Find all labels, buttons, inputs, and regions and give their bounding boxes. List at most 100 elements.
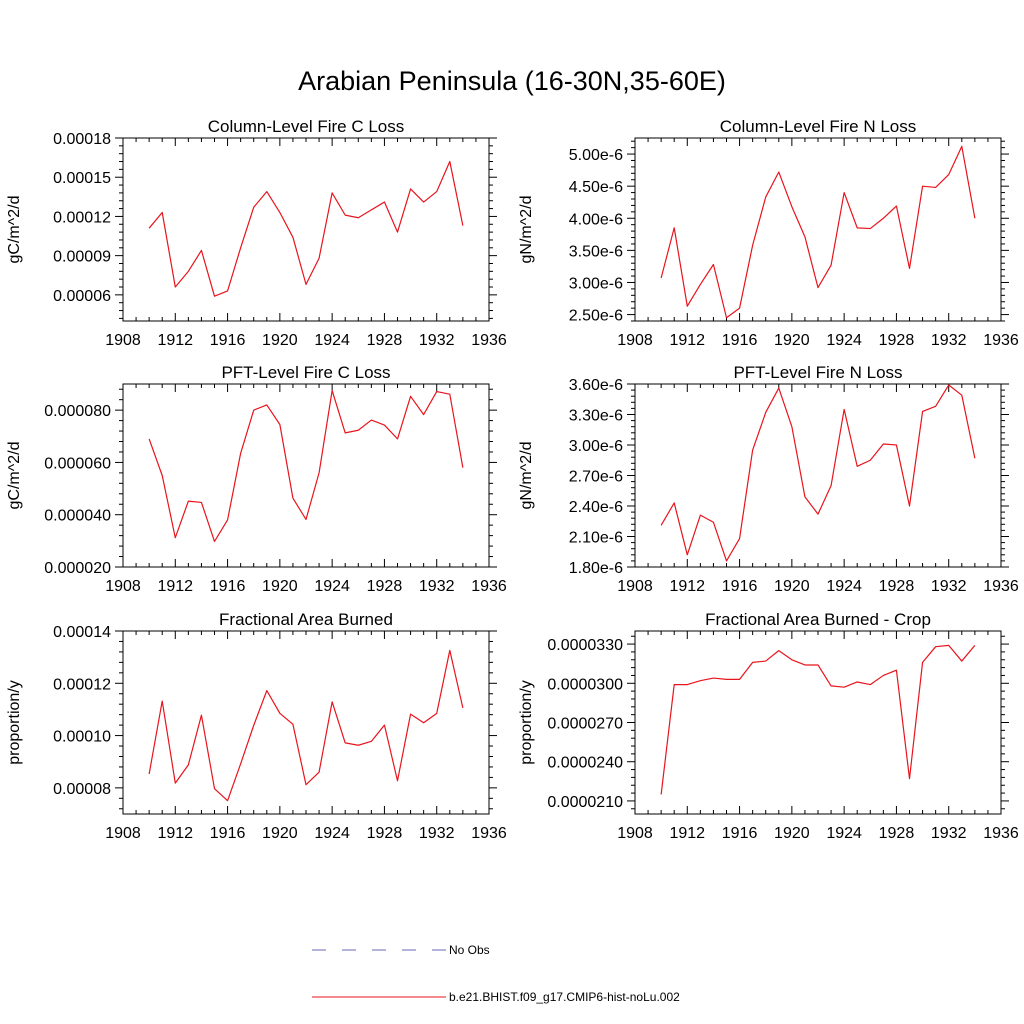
panel-2: Column-Level Fire N Loss gN/m^2/d 1908 1912… (518, 117, 1019, 349)
y-axis-label: gN/m^2/d (518, 196, 535, 264)
y-tick-label: 3.00e-6 (569, 275, 623, 292)
y-tick-label: 0.00012 (53, 209, 111, 226)
x-tick-label: 1936 (983, 825, 1019, 842)
y-tick-label: 0.0000210 (547, 794, 623, 811)
y-tick-label: 0.000040 (44, 508, 111, 525)
x-tick-label: 1924 (314, 332, 350, 349)
y-tick-label: 0.00015 (53, 170, 111, 187)
x-tick-label: 1912 (157, 825, 193, 842)
panel-title: Fractional Area Burned (219, 610, 393, 629)
series-line (148, 389, 464, 542)
panel-4: PFT-Level Fire N Loss gN/m^2/d 1908 1912 191… (518, 363, 1019, 595)
panel-6: Fractional Area Burned - Crop proportion/… (518, 610, 1019, 842)
x-tick-label: 1928 (367, 825, 403, 842)
y-tick-label: 0.0000300 (547, 676, 623, 693)
x-tick-label: 1920 (774, 578, 810, 595)
series-line (148, 649, 464, 802)
y-tick-label: 3.50e-6 (569, 243, 623, 260)
y-axis-label: proportion/y (518, 680, 535, 765)
legend: No Obs b.e21.BHIST.f09_g17.CMIP6-hist-noL… (312, 943, 680, 1004)
y-axis-label: proportion/y (6, 680, 23, 765)
panel-title: PFT-Level Fire C Loss (221, 363, 390, 382)
y-tick-label: 3.60e-6 (569, 377, 623, 394)
y-tick-label: 0.0000270 (547, 716, 623, 733)
x-tick-label: 1908 (617, 578, 653, 595)
x-tick-label: 1924 (314, 825, 350, 842)
panel-1: Column-Level Fire C Loss gC/m^2/d 1908 1912… (6, 117, 507, 349)
panel-title: PFT-Level Fire N Loss (733, 363, 902, 382)
x-tick-label: 1916 (722, 578, 758, 595)
y-tick-label: 3.30e-6 (569, 408, 623, 425)
x-tick-label: 1924 (826, 578, 862, 595)
x-tick-label: 1916 (210, 825, 246, 842)
x-tick-label: 1932 (931, 578, 967, 595)
series-line (148, 160, 464, 297)
y-tick-label: 4.50e-6 (569, 179, 623, 196)
x-tick-label: 1916 (210, 578, 246, 595)
y-tick-label: 5.00e-6 (569, 147, 623, 164)
x-tick-label: 1924 (826, 825, 862, 842)
legend-label-2: b.e21.BHIST.f09_g17.CMIP6-hist-noLu.002 (449, 990, 680, 1004)
y-tick-label: 2.10e-6 (569, 530, 623, 547)
x-tick-label: 1920 (262, 578, 298, 595)
x-tick-label: 1920 (774, 825, 810, 842)
x-tick-label: 1932 (419, 332, 455, 349)
x-tick-label: 1928 (879, 825, 915, 842)
y-tick-label: 2.40e-6 (569, 499, 623, 516)
panel-5: Fractional Area Burned proportion/y 1908 19… (6, 610, 507, 842)
x-tick-label: 1912 (157, 578, 193, 595)
x-tick-label: 1920 (262, 825, 298, 842)
y-tick-label: 0.00009 (53, 249, 111, 266)
x-tick-label: 1908 (617, 825, 653, 842)
y-tick-label: 0.000020 (44, 560, 111, 577)
y-axis-label: gC/m^2/d (6, 442, 23, 510)
x-tick-label: 1932 (419, 578, 455, 595)
y-tick-label: 4.00e-6 (569, 211, 623, 228)
y-axis-label: gC/m^2/d (6, 196, 23, 264)
x-tick-label: 1908 (105, 332, 141, 349)
legend-label-1: No Obs (449, 943, 490, 957)
x-tick-label: 1928 (367, 578, 403, 595)
y-tick-label: 0.0000240 (547, 755, 623, 772)
y-tick-label: 0.00006 (53, 288, 111, 305)
panel-title: Column-Level Fire C Loss (208, 117, 405, 136)
x-tick-label: 1936 (471, 578, 507, 595)
y-tick-label: 0.00012 (53, 676, 111, 693)
x-tick-label: 1920 (774, 332, 810, 349)
y-tick-label: 3.00e-6 (569, 438, 623, 455)
y-tick-label: 2.50e-6 (569, 308, 623, 325)
x-tick-label: 1924 (314, 578, 350, 595)
x-tick-label: 1916 (210, 332, 246, 349)
y-tick-label: 2.70e-6 (569, 469, 623, 486)
y-tick-label: 0.00008 (53, 781, 111, 798)
y-tick-label: 0.00010 (53, 729, 111, 746)
figure-title: Arabian Peninsula (16-30N,35-60E) (298, 66, 726, 96)
x-tick-label: 1912 (669, 578, 705, 595)
x-tick-label: 1936 (983, 332, 1019, 349)
series-line (660, 384, 976, 562)
series-line (660, 145, 976, 319)
x-tick-label: 1928 (879, 332, 915, 349)
x-tick-label: 1924 (826, 332, 862, 349)
x-tick-label: 1928 (879, 578, 915, 595)
x-tick-label: 1908 (105, 578, 141, 595)
x-tick-label: 1912 (669, 825, 705, 842)
panel-title: Column-Level Fire N Loss (720, 117, 917, 136)
y-tick-label: 0.000080 (44, 403, 111, 420)
x-tick-label: 1916 (722, 332, 758, 349)
y-axis-label: gN/m^2/d (518, 442, 535, 510)
series-line (660, 644, 976, 795)
panel-3: PFT-Level Fire C Loss gC/m^2/d 1908 1912 191… (6, 363, 507, 595)
x-tick-label: 1932 (419, 825, 455, 842)
y-tick-label: 0.00014 (53, 624, 111, 641)
x-tick-label: 1912 (669, 332, 705, 349)
x-tick-label: 1928 (367, 332, 403, 349)
y-tick-label: 0.000060 (44, 455, 111, 472)
x-tick-label: 1932 (931, 825, 967, 842)
panel-title: Fractional Area Burned - Crop (705, 610, 931, 629)
x-tick-label: 1920 (262, 332, 298, 349)
x-tick-label: 1908 (617, 332, 653, 349)
x-tick-label: 1936 (471, 332, 507, 349)
